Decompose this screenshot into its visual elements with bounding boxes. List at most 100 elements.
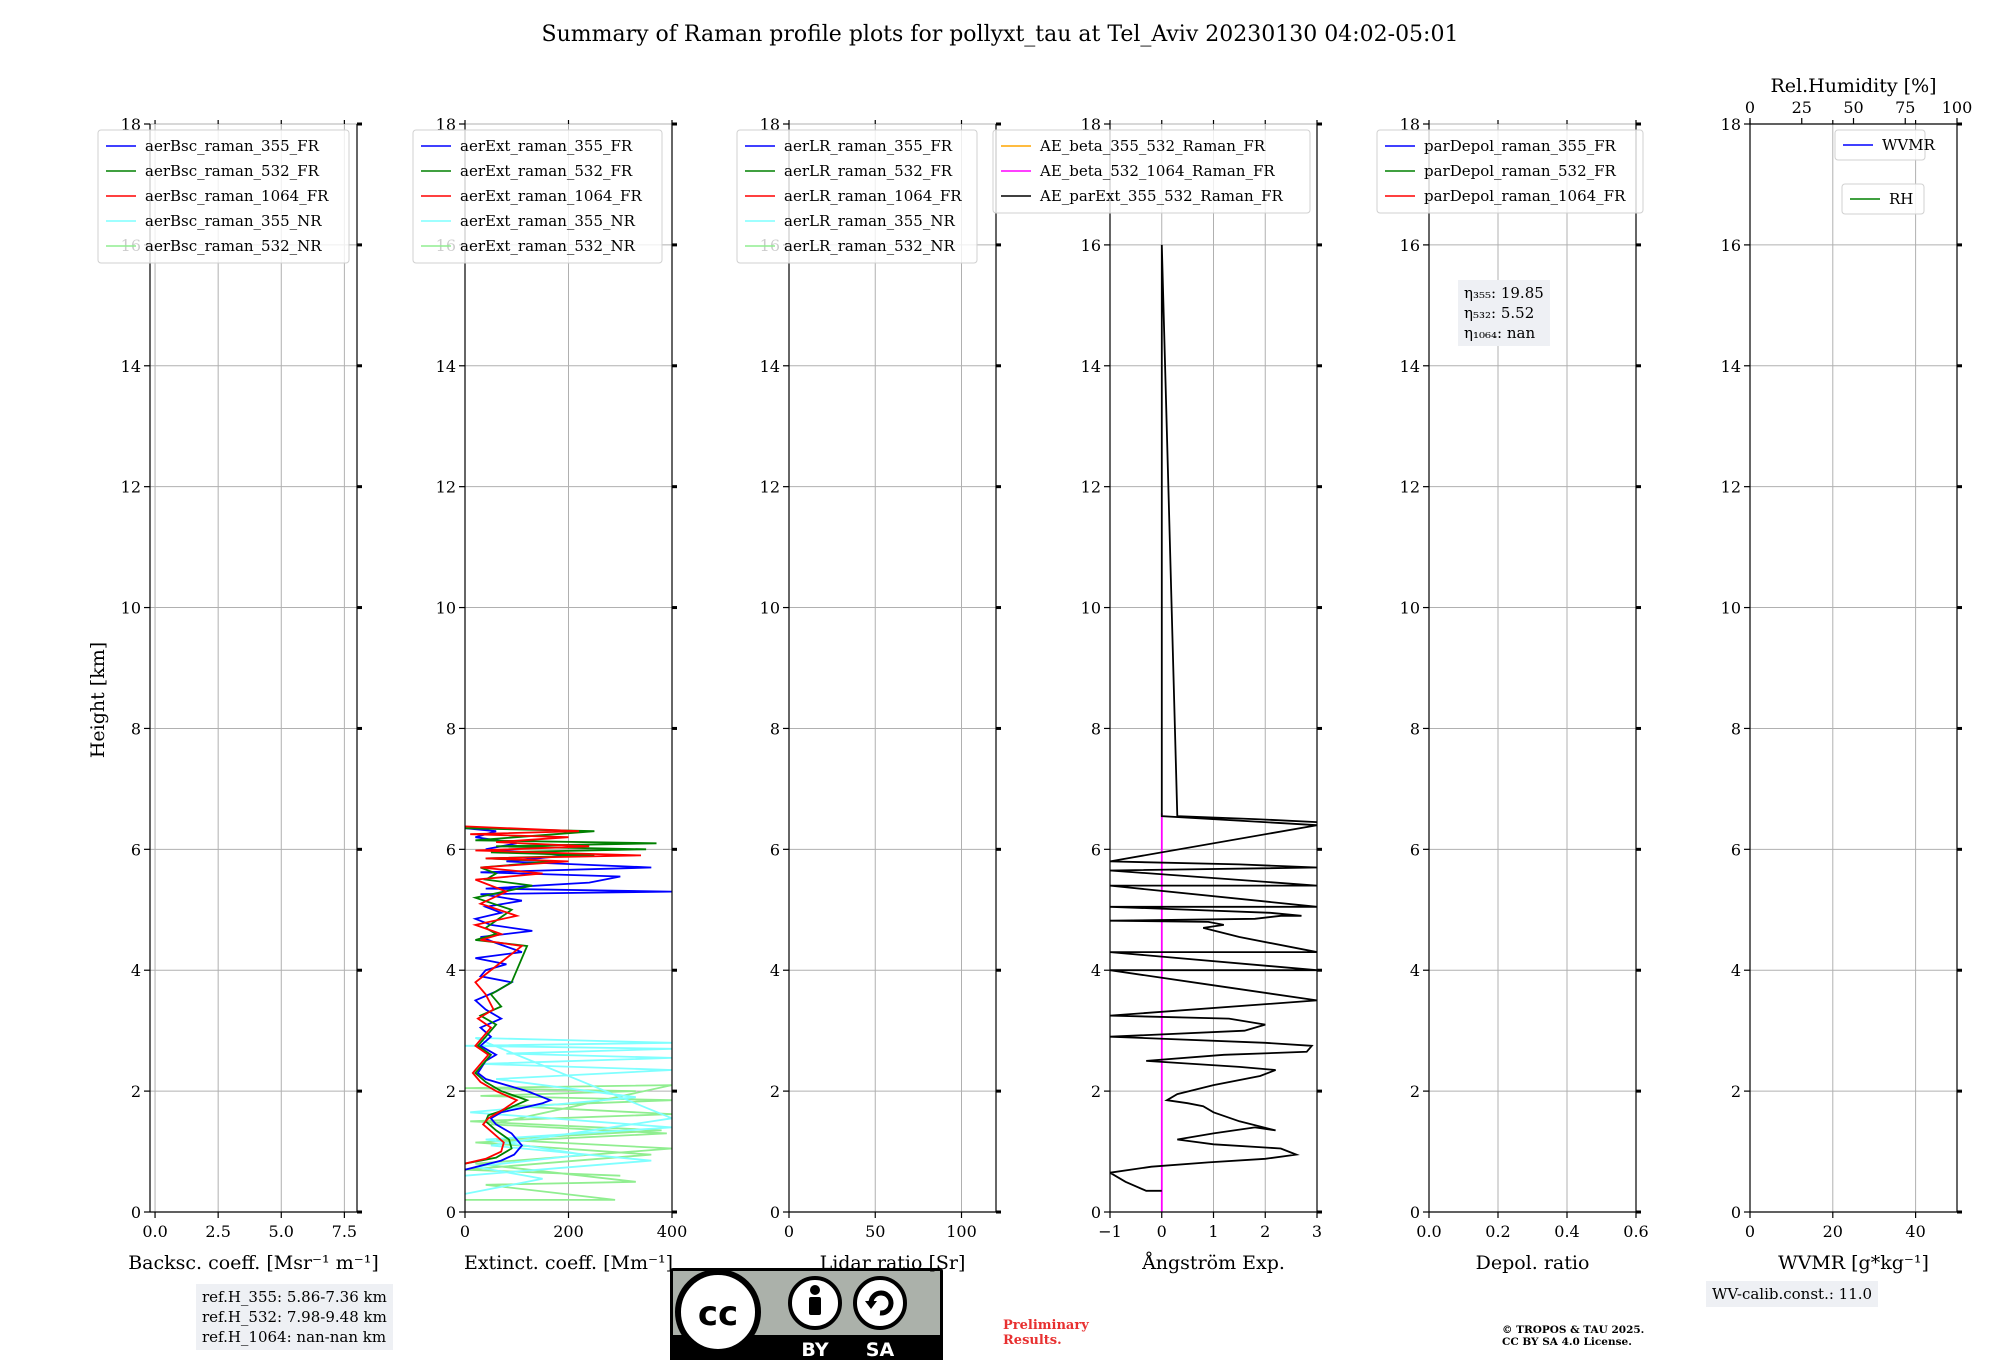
legend-label: aerLR_raman_1064_FR xyxy=(784,187,962,205)
legend-frame xyxy=(736,129,978,264)
y-tick-label: 2 xyxy=(131,1082,141,1101)
legend-label: AE_parExt_355_532_Raman_FR xyxy=(1039,187,1284,205)
y-tick-label: 10 xyxy=(121,599,141,618)
cc-icon xyxy=(675,1269,761,1355)
y-tick-label: 0 xyxy=(1731,1203,1741,1222)
y-axis-label: Height [km] xyxy=(87,642,109,758)
wv-calib-info-box: WV-calib.const.: 11.0 xyxy=(1706,1281,1879,1307)
y-tick-label: 18 xyxy=(1721,115,1741,134)
legend-box: RH xyxy=(1841,183,1925,215)
y-tick-label: 0 xyxy=(446,1203,456,1222)
y-tick-label: 18 xyxy=(760,115,780,134)
legend-label: aerExt_raman_355_NR xyxy=(460,212,636,230)
y-tick-label: 16 xyxy=(1721,236,1741,255)
top-x-tick-label: 75 xyxy=(1895,98,1915,117)
x-axis-label: Lidar ratio [Sr] xyxy=(820,1252,966,1274)
legend-frame xyxy=(1841,183,1925,215)
x-tick-label: 200 xyxy=(553,1222,584,1241)
legend-label: aerBsc_raman_355_FR xyxy=(145,137,320,155)
legend-label: aerBsc_raman_1064_FR xyxy=(145,187,329,205)
preliminary-line-2: Results. xyxy=(1003,1333,1062,1348)
y-tick-label: 6 xyxy=(1091,840,1101,859)
legend-label: WVMR xyxy=(1882,136,1936,154)
x-axis-label: Extinct. coeff. [Mm⁻¹] xyxy=(464,1252,673,1274)
preliminary-line-1: Preliminary xyxy=(1003,1318,1089,1333)
y-tick-label: 14 xyxy=(121,357,141,376)
legend-label: aerBsc_raman_532_FR xyxy=(145,162,320,180)
y-tick-label: 6 xyxy=(446,840,456,859)
series-line-aerExt_raman_532_NR xyxy=(465,1084,672,1201)
ref-h-1064: ref.H_1064: nan-nan km xyxy=(202,1328,387,1346)
legend-frame xyxy=(1376,129,1644,214)
legend-label: aerExt_raman_1064_FR xyxy=(460,187,642,205)
y-tick-label: 4 xyxy=(1091,961,1101,980)
series-line-aerExt_raman_1064_FR xyxy=(465,825,642,1165)
y-tick-label: 14 xyxy=(1081,357,1101,376)
y-tick-label: 14 xyxy=(760,357,780,376)
figure-title: Summary of Raman profile plots for polly… xyxy=(541,22,1459,47)
eta-532-label: η₅₃₂: 5.52 xyxy=(1464,304,1535,322)
ref-h-532: ref.H_532: 7.98-9.48 km xyxy=(202,1308,387,1326)
top-x-tick-label: 100 xyxy=(1942,98,1973,117)
y-tick-label: 10 xyxy=(760,599,780,618)
y-tick-label: 4 xyxy=(1410,961,1420,980)
preliminary-results-note: Preliminary Results. xyxy=(1003,1318,1089,1348)
legend-frame xyxy=(412,129,663,264)
y-tick-label: 0 xyxy=(1091,1203,1101,1222)
x-tick-label: 1 xyxy=(1208,1222,1218,1241)
y-tick-label: 10 xyxy=(1081,599,1101,618)
x-tick-label: 7.5 xyxy=(332,1222,357,1241)
x-tick-label: 0.2 xyxy=(1485,1222,1510,1241)
y-tick-label: 12 xyxy=(436,478,456,497)
y-tick-label: 14 xyxy=(1721,357,1741,376)
x-tick-label: 400 xyxy=(657,1222,688,1241)
y-tick-label: 6 xyxy=(1731,840,1741,859)
legend-label: parDepol_raman_355_FR xyxy=(1424,137,1617,155)
x-tick-label: 5.0 xyxy=(269,1222,294,1241)
y-tick-label: 4 xyxy=(131,961,141,980)
eta-info-box: η₃₅₅: 19.85 η₅₃₂: 5.52 η₁₀₆₄: nan xyxy=(1458,280,1550,346)
legend-frame xyxy=(97,129,350,264)
legend-label: aerExt_raman_532_FR xyxy=(460,162,633,180)
top-x-axis-label: Rel.Humidity [%] xyxy=(1770,75,1936,97)
y-tick-label: 2 xyxy=(1410,1082,1420,1101)
y-tick-label: 16 xyxy=(1081,236,1101,255)
y-tick-label: 2 xyxy=(770,1082,780,1101)
cc-by-sa-badge: cc BY SA xyxy=(670,1268,943,1360)
legend-label: aerExt_raman_532_NR xyxy=(460,237,636,255)
y-tick-label: 2 xyxy=(1731,1082,1741,1101)
copyright-line-1: © TROPOS & TAU 2025. xyxy=(1502,1324,1645,1336)
legend-label: parDepol_raman_1064_FR xyxy=(1424,187,1626,205)
wv-calib-const: WV-calib.const.: 11.0 xyxy=(1712,1285,1873,1303)
y-tick-label: 16 xyxy=(1400,236,1420,255)
legend-label: AE_beta_532_1064_Raman_FR xyxy=(1039,162,1275,180)
y-tick-label: 4 xyxy=(446,961,456,980)
panel-depol: 0 2 4 6 8 10 12 14 16 18 0.0 0.2 0.4 0.6 Depol. ratio p… xyxy=(1376,115,1649,1274)
y-tick-label: 10 xyxy=(436,599,456,618)
legend-box: WVMR xyxy=(1834,129,1936,161)
y-tick-label: 0 xyxy=(131,1203,141,1222)
top-x-tick-label: 0 xyxy=(1745,98,1755,117)
x-axis-label: WVMR [g*kg⁻¹] xyxy=(1778,1252,1929,1274)
y-tick-label: 8 xyxy=(131,719,141,738)
y-tick-label: 14 xyxy=(1400,357,1420,376)
y-tick-label: 4 xyxy=(770,961,780,980)
x-tick-label: 2.5 xyxy=(205,1222,230,1241)
panel-lr: 024681012141618050100Lidar ratio [Sr]aer… xyxy=(736,115,1001,1274)
legend-label: aerLR_raman_355_FR xyxy=(784,137,953,155)
legend-box: aerBsc_raman_355_FR aerBsc_raman_532_FRae… xyxy=(97,129,350,264)
y-tick-label: 6 xyxy=(770,840,780,859)
legend-label: parDepol_raman_532_FR xyxy=(1424,162,1617,180)
copyright-note: © TROPOS & TAU 2025. CC BY SA 4.0 Licens… xyxy=(1502,1324,1644,1348)
legend-label: aerLR_raman_355_NR xyxy=(784,212,955,230)
x-tick-label: 40 xyxy=(1905,1222,1925,1241)
y-tick-label: 12 xyxy=(1721,478,1741,497)
y-tick-label: 18 xyxy=(1400,115,1420,134)
legend-box: aerExt_raman_355_FR aerExt_raman_532_FRae… xyxy=(412,129,663,264)
y-tick-label: 10 xyxy=(1400,599,1420,618)
x-tick-label: 0 xyxy=(1157,1222,1167,1241)
by-label: BY xyxy=(801,1339,828,1360)
y-tick-label: 6 xyxy=(131,840,141,859)
